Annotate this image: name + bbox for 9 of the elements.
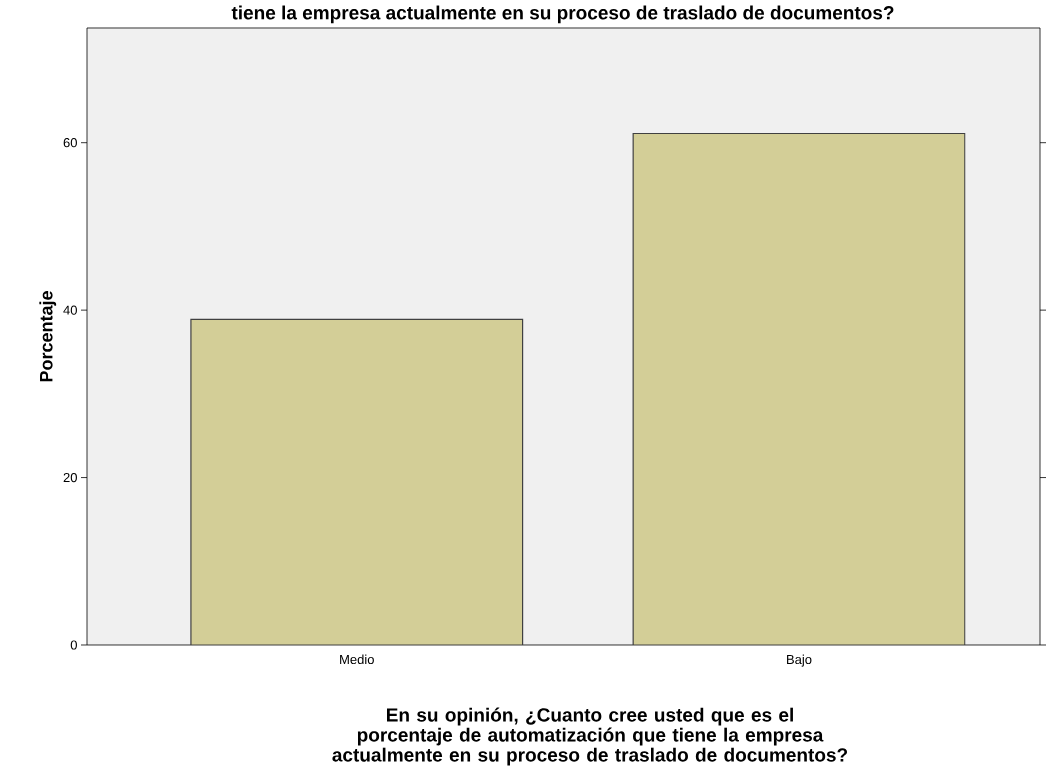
y-tick-label: 20 — [63, 472, 77, 483]
x-tick-label: Bajo — [787, 654, 812, 667]
y-tick-label: 40 — [63, 305, 77, 315]
y-axis-title: Porcentaje — [39, 291, 57, 382]
y-tick-label: 60 — [63, 138, 77, 148]
y-tick-label: 0 — [70, 640, 77, 650]
x-axis-title: En su opinión, ¿Cuanto cree usted que es el porcentaje de automatización que tiene la empresa actualmente en su proceso de traslado de documentos? — [332, 707, 848, 766]
chart-title: tiene la empresa actualmente en su proceso de traslado de documentos? — [231, 5, 894, 24]
x-tick-label: Medio — [340, 654, 374, 665]
